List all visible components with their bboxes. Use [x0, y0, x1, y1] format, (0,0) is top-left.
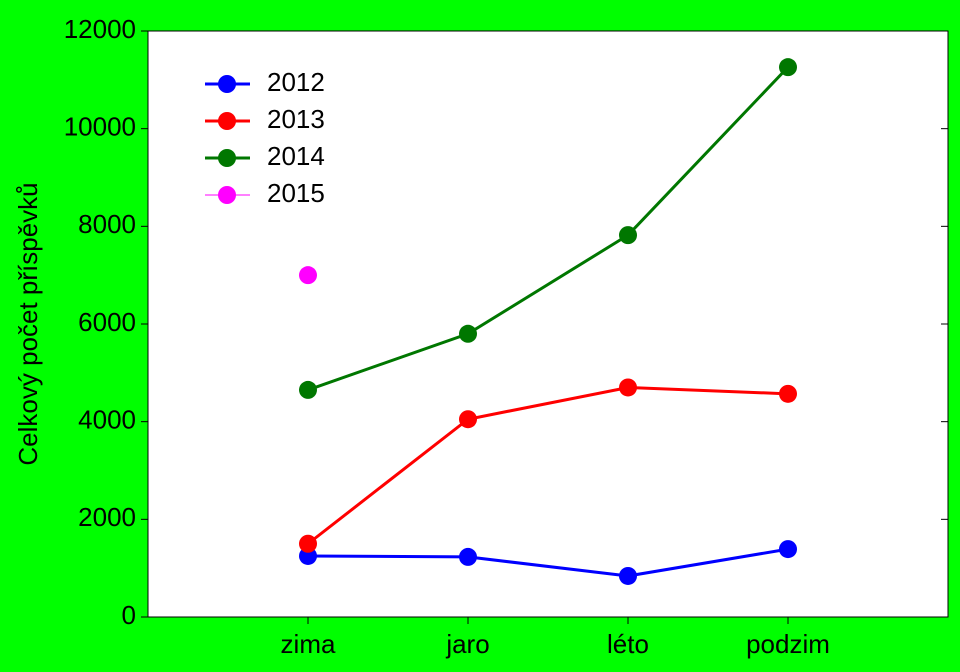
data-point: [299, 266, 317, 285]
y-tick-label: 8000: [78, 209, 136, 239]
legend-marker: [218, 186, 236, 204]
y-tick-label: 0: [122, 600, 136, 630]
series-line: [307, 385, 789, 545]
series-line: [307, 547, 789, 578]
x-tick-label: jaro: [445, 629, 489, 659]
data-point: [619, 566, 637, 585]
data-point: [299, 534, 317, 553]
legend-marker: [218, 149, 236, 167]
y-tick-label: 6000: [78, 307, 136, 337]
data-point: [459, 547, 477, 566]
y-tick-label: 4000: [78, 405, 136, 435]
y-tick-label: 12000: [64, 14, 136, 44]
data-point: [459, 324, 477, 343]
data-point: [619, 226, 637, 245]
series-line: [307, 66, 790, 392]
y-axis-label: Celkový počet příspěvků: [13, 182, 43, 465]
data-point: [459, 410, 477, 429]
x-tick-label: zima: [281, 629, 336, 659]
data-point: [619, 378, 637, 397]
legend-label: 2012: [267, 67, 325, 97]
legend-marker: [218, 112, 236, 130]
legend-label: 2015: [267, 178, 325, 208]
data-point: [779, 384, 797, 403]
y-tick-label: 10000: [64, 112, 136, 142]
data-point: [779, 540, 797, 559]
x-tick-label: podzim: [746, 629, 830, 659]
legend-marker: [218, 75, 236, 93]
legend-label: 2013: [267, 104, 325, 134]
plot-area: [147, 30, 949, 618]
legend-label: 2014: [267, 141, 325, 171]
y-tick-label: 2000: [78, 502, 136, 532]
data-point: [779, 58, 797, 77]
data-point: [299, 380, 317, 399]
x-tick-label: léto: [607, 629, 649, 659]
